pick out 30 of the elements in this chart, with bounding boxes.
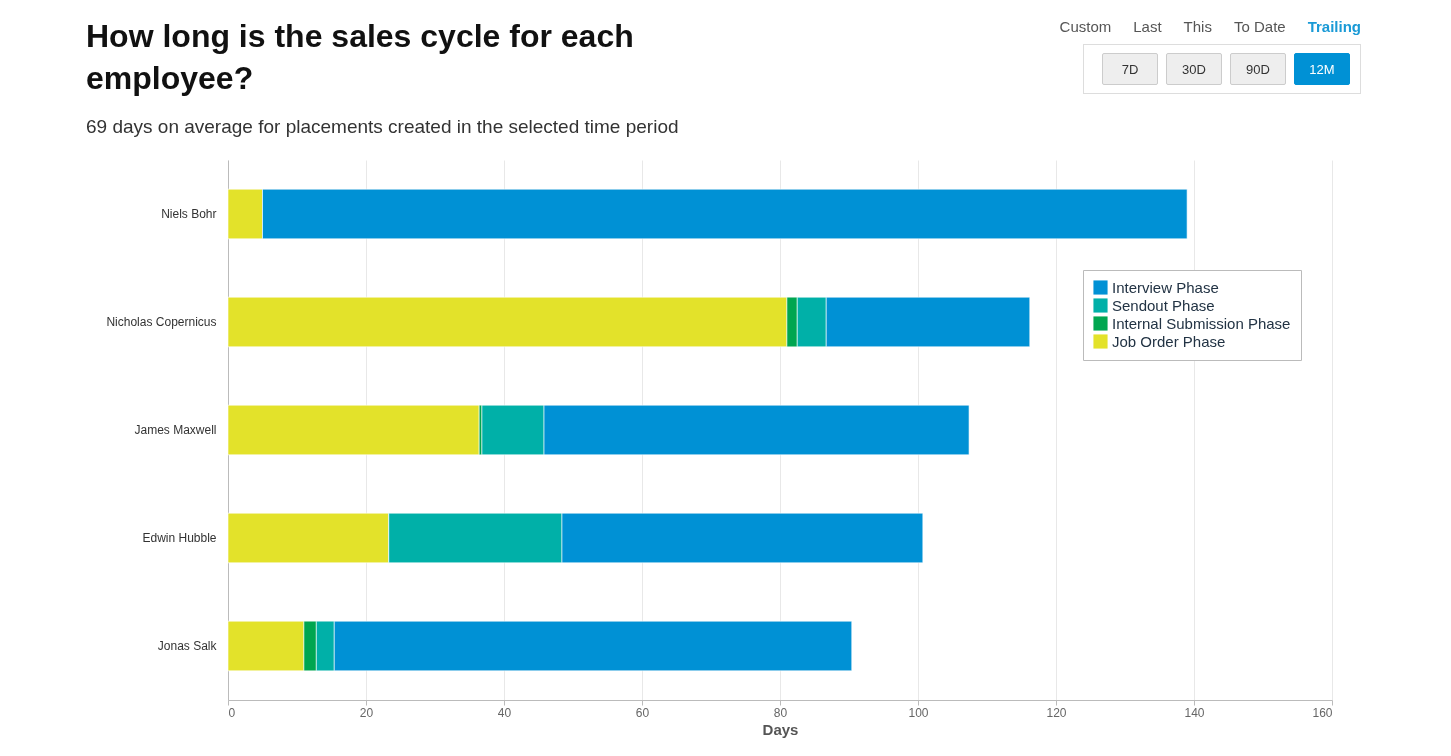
- text: 90D: [1230, 53, 1286, 85]
- legend-label: Job Order Phase: [1112, 332, 1226, 350]
- text: Last: [1133, 18, 1162, 35]
- text: To Date: [1233, 18, 1286, 35]
- chart-subtitle: 69 days on average for placements created in the selected time period: [86, 116, 679, 138]
- x-tick-label: 120: [1046, 705, 1067, 720]
- text: Trailing: [1307, 18, 1361, 35]
- text: 12M: [1294, 53, 1350, 85]
- x-tick-label: 80: [773, 705, 788, 720]
- x-tick-label: 140: [1184, 705, 1205, 720]
- text: Custom: [1059, 18, 1112, 35]
- legend-label: Internal Submission Phase: [1112, 314, 1291, 332]
- legend-label: Sendout Phase: [1112, 296, 1215, 314]
- y-tick-label: Niels Bohr: [161, 207, 217, 221]
- legend-label: Interview Phase: [1112, 278, 1219, 296]
- x-tick-label: 100: [908, 705, 929, 720]
- chart-title: How long is the sales cycle for each employee?: [86, 17, 635, 98]
- text: 30D: [1166, 53, 1222, 85]
- x-tick-label: 60: [635, 705, 650, 720]
- x-tick-label: 20: [359, 705, 374, 720]
- y-tick-label: James Maxwell: [134, 423, 217, 437]
- text: This: [1183, 18, 1212, 35]
- x-tick-label: 40: [497, 705, 512, 720]
- y-tick-label: Jonas Salk: [157, 639, 218, 653]
- x-tick-label: 0: [228, 705, 236, 720]
- text: 7D: [1102, 53, 1158, 85]
- y-tick-label: Edwin Hubble: [142, 531, 217, 545]
- y-tick-label: Nicholas Copernicus: [106, 315, 217, 329]
- x-tick-label: 160: [1312, 705, 1333, 720]
- x-axis-title: Days: [762, 720, 799, 738]
